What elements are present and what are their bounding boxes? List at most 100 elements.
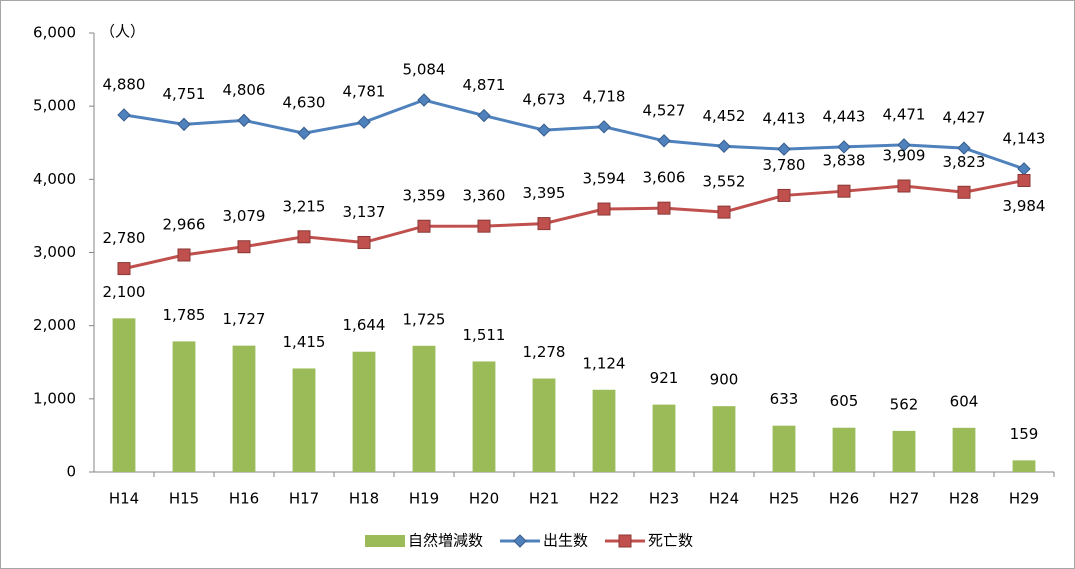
marker [117, 262, 131, 276]
marker [177, 117, 191, 132]
marker [957, 141, 971, 155]
data-label: 2,100 [103, 283, 146, 301]
data-label: 4,751 [163, 85, 206, 103]
data-label: 3,909 [883, 146, 926, 164]
data-label: 633 [770, 390, 799, 408]
x-tick-label: H26 [829, 490, 859, 508]
data-label: 4,443 [823, 107, 866, 125]
data-label: 3,359 [403, 187, 446, 205]
data-label: 3,984 [1003, 197, 1046, 215]
data-label: 1,415 [283, 333, 326, 351]
data-label: 3,215 [283, 197, 326, 215]
marker [237, 113, 251, 128]
marker [537, 123, 551, 137]
marker [297, 230, 311, 244]
bar [352, 351, 376, 472]
marker [477, 108, 491, 123]
marker [357, 235, 371, 249]
marker [117, 108, 131, 122]
bar [472, 361, 496, 472]
bar [292, 368, 316, 472]
bar [772, 425, 796, 472]
bar [1012, 460, 1036, 472]
data-label: 1,124 [583, 354, 626, 372]
data-label: 605 [830, 392, 859, 410]
bar [952, 427, 976, 472]
x-tick-label: H23 [649, 490, 679, 508]
bar [712, 406, 736, 472]
data-label: 1,511 [463, 326, 506, 344]
data-label: 1,727 [223, 310, 266, 328]
data-label: 900 [710, 371, 739, 389]
data-label: 5,084 [403, 61, 446, 79]
x-tick-label: H29 [1009, 490, 1039, 508]
bar [412, 345, 436, 472]
marker [417, 93, 431, 107]
x-tick-label: H24 [709, 490, 739, 508]
legend-marker [513, 534, 527, 548]
x-tick-label: H28 [949, 490, 979, 508]
data-label: 4,427 [943, 109, 986, 127]
marker [597, 120, 611, 134]
marker [717, 139, 731, 153]
marker [177, 248, 191, 262]
bar [592, 389, 616, 472]
legend-marker [618, 534, 632, 548]
y-tick-label: 6,000 [33, 24, 76, 42]
x-tick-label: H18 [349, 490, 379, 508]
marker [717, 205, 731, 219]
bar [532, 378, 556, 472]
marker [597, 202, 611, 216]
marker [837, 184, 851, 198]
marker [957, 185, 971, 199]
marker [417, 219, 431, 233]
marker [297, 126, 311, 140]
x-tick-label: H20 [469, 490, 499, 508]
data-label: 1,278 [523, 343, 566, 361]
x-tick-label: H27 [889, 490, 919, 508]
data-label: 4,781 [343, 83, 386, 101]
x-tick-label: H19 [409, 490, 439, 508]
data-label: 2,966 [163, 215, 206, 233]
data-label: 4,452 [703, 107, 746, 125]
marker [357, 115, 371, 129]
marker [777, 142, 791, 156]
data-label: 604 [950, 392, 979, 410]
data-label: 2,780 [103, 229, 146, 247]
legend-label: 自然増減数 [408, 532, 483, 550]
marker [537, 217, 551, 231]
y-tick-label: 5,000 [33, 97, 76, 115]
marker [1017, 174, 1031, 188]
bar [832, 427, 856, 472]
bar [232, 345, 256, 472]
marker [477, 219, 491, 233]
data-label: 3,606 [643, 169, 686, 187]
line [123, 179, 1025, 271]
data-label: 4,806 [223, 81, 266, 99]
marker [837, 140, 851, 154]
data-label: 4,143 [1003, 129, 1046, 147]
data-label: 3,552 [703, 173, 746, 191]
bar [892, 430, 916, 472]
bar [172, 341, 196, 472]
data-label: 3,360 [463, 187, 506, 205]
x-tick-label: H15 [169, 490, 199, 508]
data-label: 3,079 [223, 207, 266, 225]
data-label: 921 [650, 369, 679, 387]
data-label: 3,838 [823, 152, 866, 170]
data-label: 3,395 [523, 184, 566, 202]
y-tick-label: 1,000 [33, 389, 76, 407]
y-tick-label: 3,000 [33, 243, 76, 261]
data-label: 1,725 [403, 310, 446, 328]
x-tick-label: H21 [529, 490, 559, 508]
y-tick-label: 2,000 [33, 316, 76, 334]
data-label: 1,785 [163, 306, 206, 324]
data-label: 562 [890, 395, 919, 413]
data-label: 3,823 [943, 153, 986, 171]
data-label: 3,137 [343, 203, 386, 221]
data-label: 4,673 [523, 91, 566, 109]
legend-label: 出生数 [543, 532, 588, 550]
line [123, 98, 1025, 171]
data-label: 4,718 [583, 87, 626, 105]
